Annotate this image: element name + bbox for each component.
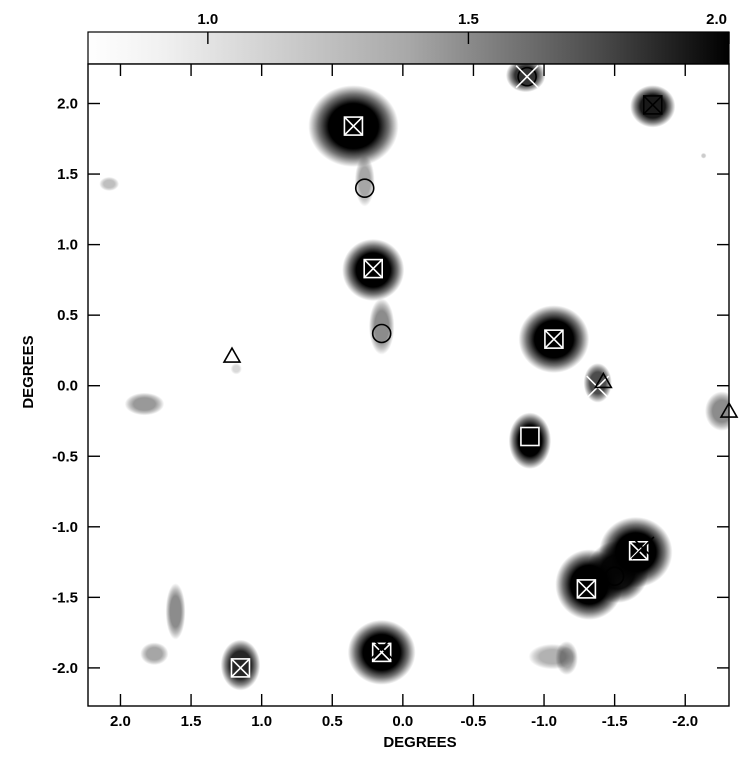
circle-marker xyxy=(354,178,375,198)
cross-marker xyxy=(515,65,539,89)
x-tick-label: -2.0 xyxy=(672,713,698,730)
x-axis-ticks: 2.0 1.5 1.0 0.5 0.0 -0.5 -1.0 -1.5 -2.0 xyxy=(110,64,698,730)
intensity-blob xyxy=(124,392,165,416)
colorbar-gradient xyxy=(87,31,730,65)
x-tick-label: 2.0 xyxy=(110,713,131,730)
plot-frame xyxy=(87,63,730,707)
marker-box xyxy=(628,540,649,561)
intensity-blob xyxy=(508,412,552,469)
intensity-blob xyxy=(354,155,375,207)
cross-stroke xyxy=(631,536,655,560)
y-tick-label: -1.5 xyxy=(52,589,78,606)
y-axis-title: DEGREES xyxy=(20,335,37,408)
boxed-x-marker xyxy=(230,658,251,678)
intensity-blob xyxy=(99,176,120,191)
intensity-blob xyxy=(230,363,242,375)
boxed-x-marker xyxy=(371,642,392,663)
intensity-blob xyxy=(700,152,707,159)
marker-diagonal xyxy=(544,329,564,349)
y-tick-label: -0.5 xyxy=(52,448,78,465)
marker-box xyxy=(343,116,364,136)
marker-diagonal xyxy=(576,579,596,599)
circle-marker xyxy=(517,66,537,87)
x-tick-label: 1.0 xyxy=(251,713,272,730)
intensity-blob xyxy=(342,238,405,302)
colorbar-tick-label: 1.5 xyxy=(458,11,479,28)
intensity-blob xyxy=(220,639,261,691)
y-tick-label: -1.0 xyxy=(52,519,78,536)
marker-box xyxy=(642,95,663,115)
intensity-blob xyxy=(140,642,169,666)
square-marker xyxy=(520,426,540,447)
x-tick-label: -1.5 xyxy=(602,713,628,730)
x-tick-label: 0.5 xyxy=(322,713,343,730)
y-tick-label: 1.5 xyxy=(57,166,78,183)
x-tick-label: 0.0 xyxy=(392,713,413,730)
boxed-x-marker xyxy=(544,329,564,349)
y-tick-label: 0.5 xyxy=(57,307,78,324)
circle-marker xyxy=(340,579,361,599)
intensity-blob xyxy=(555,641,578,675)
x-tick-label: 1.5 xyxy=(181,713,202,730)
y-axis-ticks: 2.0 1.5 1.0 0.5 0.0 -0.5 -1.0 -1.5 -2.0 xyxy=(52,96,729,677)
circle-marker xyxy=(371,323,392,344)
marker-diagonal xyxy=(643,95,663,115)
marker-box xyxy=(371,642,392,663)
boxed-x-marker xyxy=(576,579,597,599)
boxed-x-marker xyxy=(642,95,663,115)
boxed-x-marker xyxy=(343,116,364,136)
colorbar-tick-label: 2.0 xyxy=(706,11,727,28)
boxed-x-marker xyxy=(363,258,384,279)
cross-marker xyxy=(370,636,394,660)
marker-diagonal xyxy=(363,259,383,279)
marker-box xyxy=(230,658,251,678)
boxed-x-marker xyxy=(628,540,649,561)
y-tick-label: 0.0 xyxy=(57,378,78,395)
y-tick-label: 2.0 xyxy=(57,96,78,113)
cross-stroke xyxy=(370,636,394,660)
marker-diagonal xyxy=(372,642,392,662)
heatmap-layer xyxy=(88,64,729,706)
colorbar-ticks: 1.0 1.5 2.0 xyxy=(197,11,730,44)
marker-box xyxy=(363,258,384,279)
intensity-blob xyxy=(368,298,395,355)
triangle-marker xyxy=(222,346,242,363)
marker-diagonal xyxy=(230,658,251,678)
source-markers xyxy=(222,65,739,678)
marker-diagonal xyxy=(629,541,649,561)
colorbar-tick-label: 1.0 xyxy=(197,11,218,28)
intensity-blob xyxy=(165,583,186,640)
marker-box xyxy=(544,329,564,349)
colorbar: 1.0 1.5 2.0 xyxy=(87,11,730,65)
marker-box xyxy=(576,579,597,599)
marker-diagonal xyxy=(343,116,364,136)
y-tick-label: -2.0 xyxy=(52,660,78,677)
cross-stroke xyxy=(515,65,539,89)
x-axis-title: DEGREES xyxy=(383,734,456,751)
circle-marker xyxy=(604,566,625,586)
cross-marker xyxy=(631,536,655,560)
triangle-marker xyxy=(593,371,613,389)
x-tick-label: -1.0 xyxy=(531,713,557,730)
intensity-blob xyxy=(630,85,676,128)
y-tick-label: 1.0 xyxy=(57,237,78,254)
intensity-blob xyxy=(705,391,729,431)
x-tick-label: -0.5 xyxy=(461,713,487,730)
